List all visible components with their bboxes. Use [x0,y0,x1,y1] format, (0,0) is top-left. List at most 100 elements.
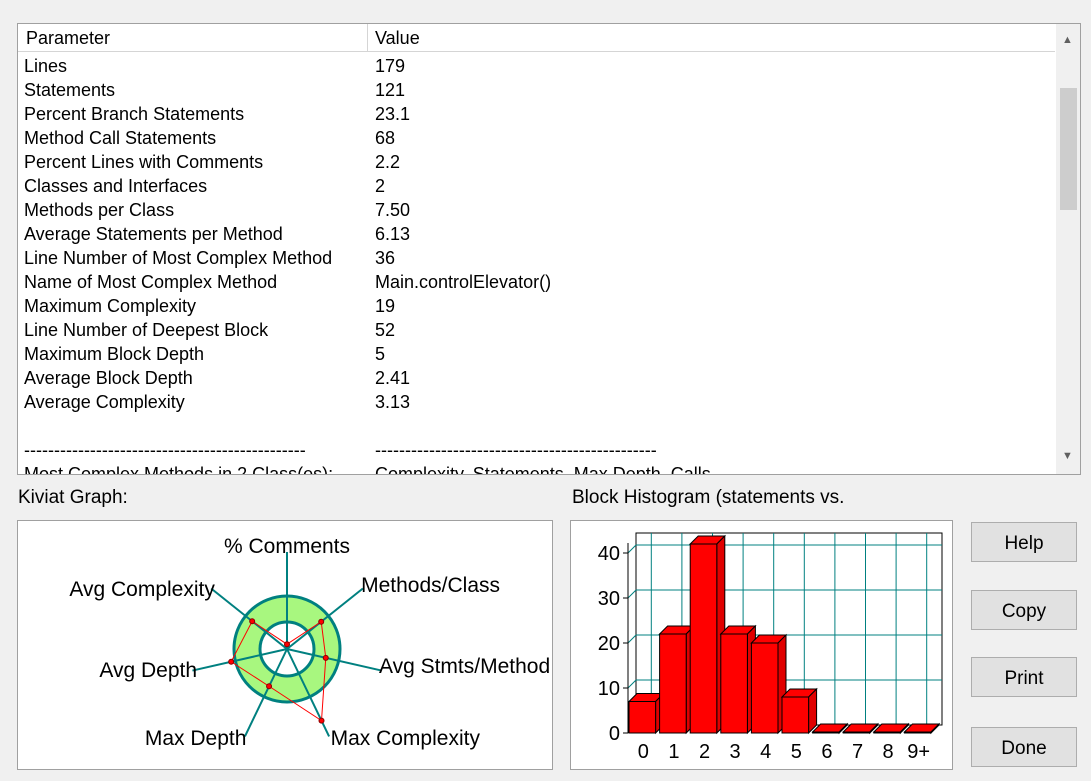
value-cell: 3.13 [375,392,411,412]
bar [812,731,840,734]
kiviat-data-point [228,658,235,665]
x-tick-label: 8 [883,741,894,763]
value-cell: 52 [375,320,396,340]
parameter-cell: Average Complexity [24,392,185,412]
scrollbar-thumb[interactable] [1060,88,1077,210]
block-histogram: 0 10 20 30 40 0 1 2 3 4 5 6 7 8 9+ [570,520,953,770]
value-cell: 19 [375,296,396,316]
x-tick-label: 7 [852,741,863,763]
value-cell: Main.controlElevator() [375,272,552,292]
parameter-cell: Average Statements per Method [24,224,283,244]
parameter-cell: Lines [24,56,68,76]
kiviat-data-point [318,618,325,625]
histogram-title: Block Histogram (statements vs. [572,487,845,508]
parameter-cell: Name of Most Complex Method [24,272,278,292]
parameter-cell: ----------------------------------------… [24,440,306,460]
parameter-cell: Maximum Block Depth [24,344,205,364]
header-parameter[interactable]: Parameter [26,28,111,48]
parameter-cell: Statements [24,80,116,100]
x-tick-label: 9+ [907,741,930,763]
parameter-cell: Percent Lines with Comments [24,152,264,172]
parameter-cell: Methods per Class [24,200,175,220]
kiviat-axis [210,587,288,650]
bar [842,731,871,734]
vertical-scrollbar[interactable]: ▲ ▼ [1056,24,1080,474]
value-cell: 6.13 [375,224,411,244]
x-tick-label: 2 [699,741,710,763]
kiviat-axis-label: Avg Stmts/Method [379,655,550,678]
kiviat-axis-label: Methods/Class [361,574,500,597]
kiviat-axis [192,648,288,672]
y-tick-label: 20 [598,633,620,655]
kiviat-data-point [322,654,329,661]
bar [720,633,748,734]
bar [873,731,901,734]
kiviat-axis-label: Avg Depth [99,659,197,682]
value-cell: 7.50 [375,200,411,220]
parameter-cell: Average Block Depth [24,368,193,388]
y-tick-label: 40 [598,543,620,565]
parameter-cell: Percent Branch Statements [24,104,245,124]
kiviat-axis-label: Max Depth [145,727,247,750]
kiviat-axis-label: % Comments [224,535,350,558]
y-tick-label: 30 [598,588,620,610]
bar [750,642,779,734]
x-tick-label: 4 [760,741,771,763]
value-cell: 179 [375,56,406,76]
value-cell: ----------------------------------------… [375,440,657,460]
bar [903,731,932,734]
kiviat-axis-label: Max Complexity [331,727,481,750]
parameter-cell: Classes and Interfaces [24,176,208,196]
kiviat-data-point [249,618,256,625]
gridline [627,544,637,554]
value-cell: 36 [375,248,396,268]
kiviat-graph: % Comments Methods/Class Avg Stmts/Method M… [17,520,553,770]
gridline [627,634,637,644]
parameter-cell: Most Complex Methods in 2 Class(es): [24,464,334,475]
kiviat-title: Kiviat Graph: [18,487,128,508]
x-tick-label: 1 [668,741,679,763]
value-cell: 2.41 [375,368,411,388]
bar [689,543,718,734]
bar [628,701,657,734]
y-tick-label: 10 [598,678,620,700]
header-value[interactable]: Value [375,28,420,48]
gridline [627,589,637,599]
parameter-cell: Maximum Complexity [24,296,197,316]
value-cell: 23.1 [375,104,411,124]
kiviat-axis [286,587,364,650]
list-header: Parameter Value [18,24,1055,52]
kiviat-axis [244,648,288,737]
parameter-cell: Method Call Statements [24,128,217,148]
help-button[interactable]: Help [971,522,1077,562]
value-cell: 2 [375,176,386,196]
value-cell: Complexity, Statements, Max Depth, Calls [375,464,711,475]
print-button[interactable]: Print [971,657,1077,697]
y-tick-label: 0 [609,723,620,745]
value-cell: 5 [375,344,386,364]
value-cell: 2.2 [375,152,401,172]
kiviat-data-point [284,641,290,648]
kiviat-axis [286,648,382,672]
copy-button[interactable]: Copy [971,590,1077,630]
metrics-list[interactable]: Parameter Value Lines 179 Statements 121 Per… [17,23,1081,475]
bar-side [808,687,818,735]
kiviat-data-point [318,717,325,724]
x-tick-label: 6 [821,741,832,763]
parameter-cell: Line Number of Deepest Block [24,320,269,340]
x-tick-label: 3 [730,741,741,763]
x-tick-label: 0 [638,741,649,763]
x-tick-label: 5 [791,741,802,763]
gridline [627,679,637,689]
bar [659,633,687,734]
done-button[interactable]: Done [971,727,1077,767]
bar [781,696,810,734]
value-cell: 68 [375,128,396,148]
scroll-up-icon[interactable]: ▲ [1062,34,1073,46]
kiviat-data-point [266,683,273,690]
kiviat-axis-label: Avg Complexity [69,578,215,601]
scroll-down-icon[interactable]: ▼ [1062,450,1073,462]
value-cell: 121 [375,80,406,100]
kiviat-data-polygon [230,620,327,722]
parameter-cell: Line Number of Most Complex Method [24,248,333,268]
